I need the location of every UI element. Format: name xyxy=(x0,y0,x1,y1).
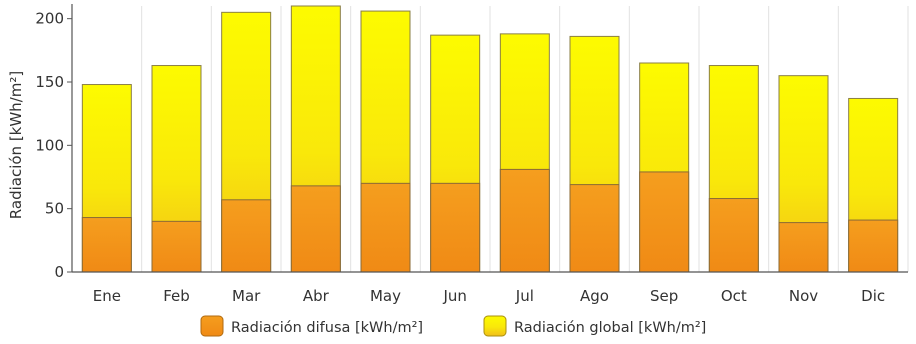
bar-difusa xyxy=(81,217,132,273)
bar-difusa xyxy=(360,182,411,273)
x-tick-label: May xyxy=(370,287,401,305)
y-tick-label: 200 xyxy=(35,10,64,28)
x-tick-label: Ago xyxy=(580,287,609,305)
x-tick-label: Oct xyxy=(721,287,747,305)
bar-difusa xyxy=(708,198,759,273)
legend-swatch-global xyxy=(483,315,507,337)
x-tick-label: Jul xyxy=(515,287,534,305)
bar-difusa xyxy=(151,220,202,273)
x-tick-label: Nov xyxy=(789,287,818,305)
y-tick-label: 50 xyxy=(45,200,64,218)
legend-label-global: Radiación global [kWh/m²] xyxy=(514,320,706,336)
bar-difusa xyxy=(569,184,620,273)
y-axis-title: Radiación [kWh/m²] xyxy=(7,71,25,219)
x-tick-label: Abr xyxy=(303,287,330,305)
bar-difusa xyxy=(290,185,341,273)
y-tick-label: 150 xyxy=(35,73,64,91)
x-tick-label: Feb xyxy=(163,287,190,305)
bars xyxy=(81,5,899,273)
axes xyxy=(67,4,908,273)
x-tick-label: Jun xyxy=(442,287,466,305)
legend-swatch-difusa xyxy=(200,315,224,337)
bar-difusa xyxy=(499,168,550,273)
x-tick-label: Dic xyxy=(861,287,885,305)
bar-difusa xyxy=(221,199,272,273)
x-tick-label: Mar xyxy=(232,287,261,305)
bar-difusa xyxy=(848,219,899,273)
tick-labels: Ene Feb Mar Abr May Jun Jul Ago Sep Oct Nov Dic 0 50 1… xyxy=(35,10,885,305)
legend-label-difusa: Radiación difusa [kWh/m²] xyxy=(231,320,423,336)
x-tick-label: Sep xyxy=(650,287,678,305)
legend: Radiación difusa [kWh/m²] Radiación glob… xyxy=(200,315,706,337)
gridlines xyxy=(71,6,909,272)
x-tick-label: Ene xyxy=(93,287,121,305)
y-tick-label: 0 xyxy=(54,263,64,281)
bar-difusa xyxy=(430,182,481,273)
bar-difusa xyxy=(778,222,829,273)
y-tick-label: 100 xyxy=(35,136,64,154)
bar-difusa xyxy=(639,171,690,273)
